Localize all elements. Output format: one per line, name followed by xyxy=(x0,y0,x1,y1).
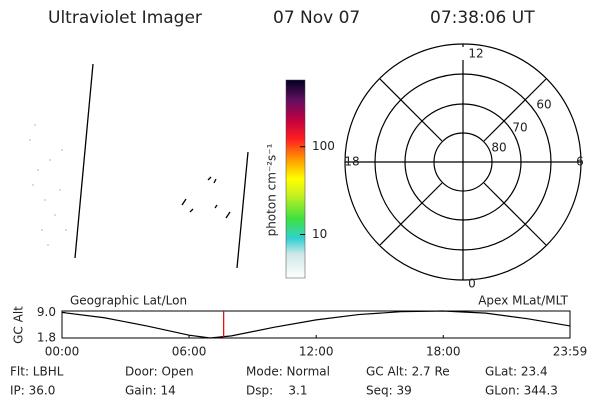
colorbar-label: photon cm⁻²s⁻¹ xyxy=(265,143,279,236)
status-field: Gain: 14 xyxy=(125,384,176,398)
right-label: Apex MLat/MLT xyxy=(478,294,568,308)
status-field: GC Alt: 2.7 Re xyxy=(366,365,450,379)
status-field: GLat: 23.4 xyxy=(485,365,548,379)
colorbar xyxy=(285,79,306,279)
colorbar-tick-label: 10 xyxy=(312,227,327,241)
uv-speckle xyxy=(29,124,67,246)
lat-label: 60 xyxy=(536,98,551,112)
lat-label: 80 xyxy=(491,141,506,155)
status-field: Mode: Normal xyxy=(246,365,330,379)
date: 07 Nov 07 xyxy=(273,8,360,28)
lat-label: 70 xyxy=(512,121,527,135)
title: Ultraviolet Imager xyxy=(48,8,202,28)
left-label: Geographic Lat/Lon xyxy=(70,294,187,308)
uv-image xyxy=(74,63,249,269)
x-tick-label: 06:00 xyxy=(172,345,207,359)
polar-grid xyxy=(344,43,582,281)
status-field: Door: Open xyxy=(125,365,194,379)
colorbar-tick-label: 100 xyxy=(312,139,335,153)
altitude-line xyxy=(61,310,571,339)
y-tick-label: 1.8 xyxy=(37,331,56,345)
mlt-label: 6 xyxy=(576,155,584,169)
x-tick-label: 18:00 xyxy=(426,345,461,359)
time: 07:38:06 UT xyxy=(430,8,535,28)
x-tick-label: 23:59 xyxy=(553,345,588,359)
status-field: GLon: 344.3 xyxy=(485,384,558,398)
status-field: IP: 36.0 xyxy=(10,384,55,398)
x-tick-label: 12:00 xyxy=(299,345,334,359)
mlt-label: 18 xyxy=(344,155,359,169)
x-tick-label: 00:00 xyxy=(45,345,80,359)
mlt-label: 12 xyxy=(468,47,483,61)
y-axis-label: GC Alt xyxy=(12,306,26,344)
status-field: Flt: LBHL xyxy=(10,365,64,379)
label-bg xyxy=(459,47,474,60)
status-field: Seq: 39 xyxy=(366,384,412,398)
y-tick-label: 9.0 xyxy=(37,305,56,319)
mlt-label: 0 xyxy=(468,277,476,291)
status-field: Dsp: 3.1 xyxy=(246,384,308,398)
